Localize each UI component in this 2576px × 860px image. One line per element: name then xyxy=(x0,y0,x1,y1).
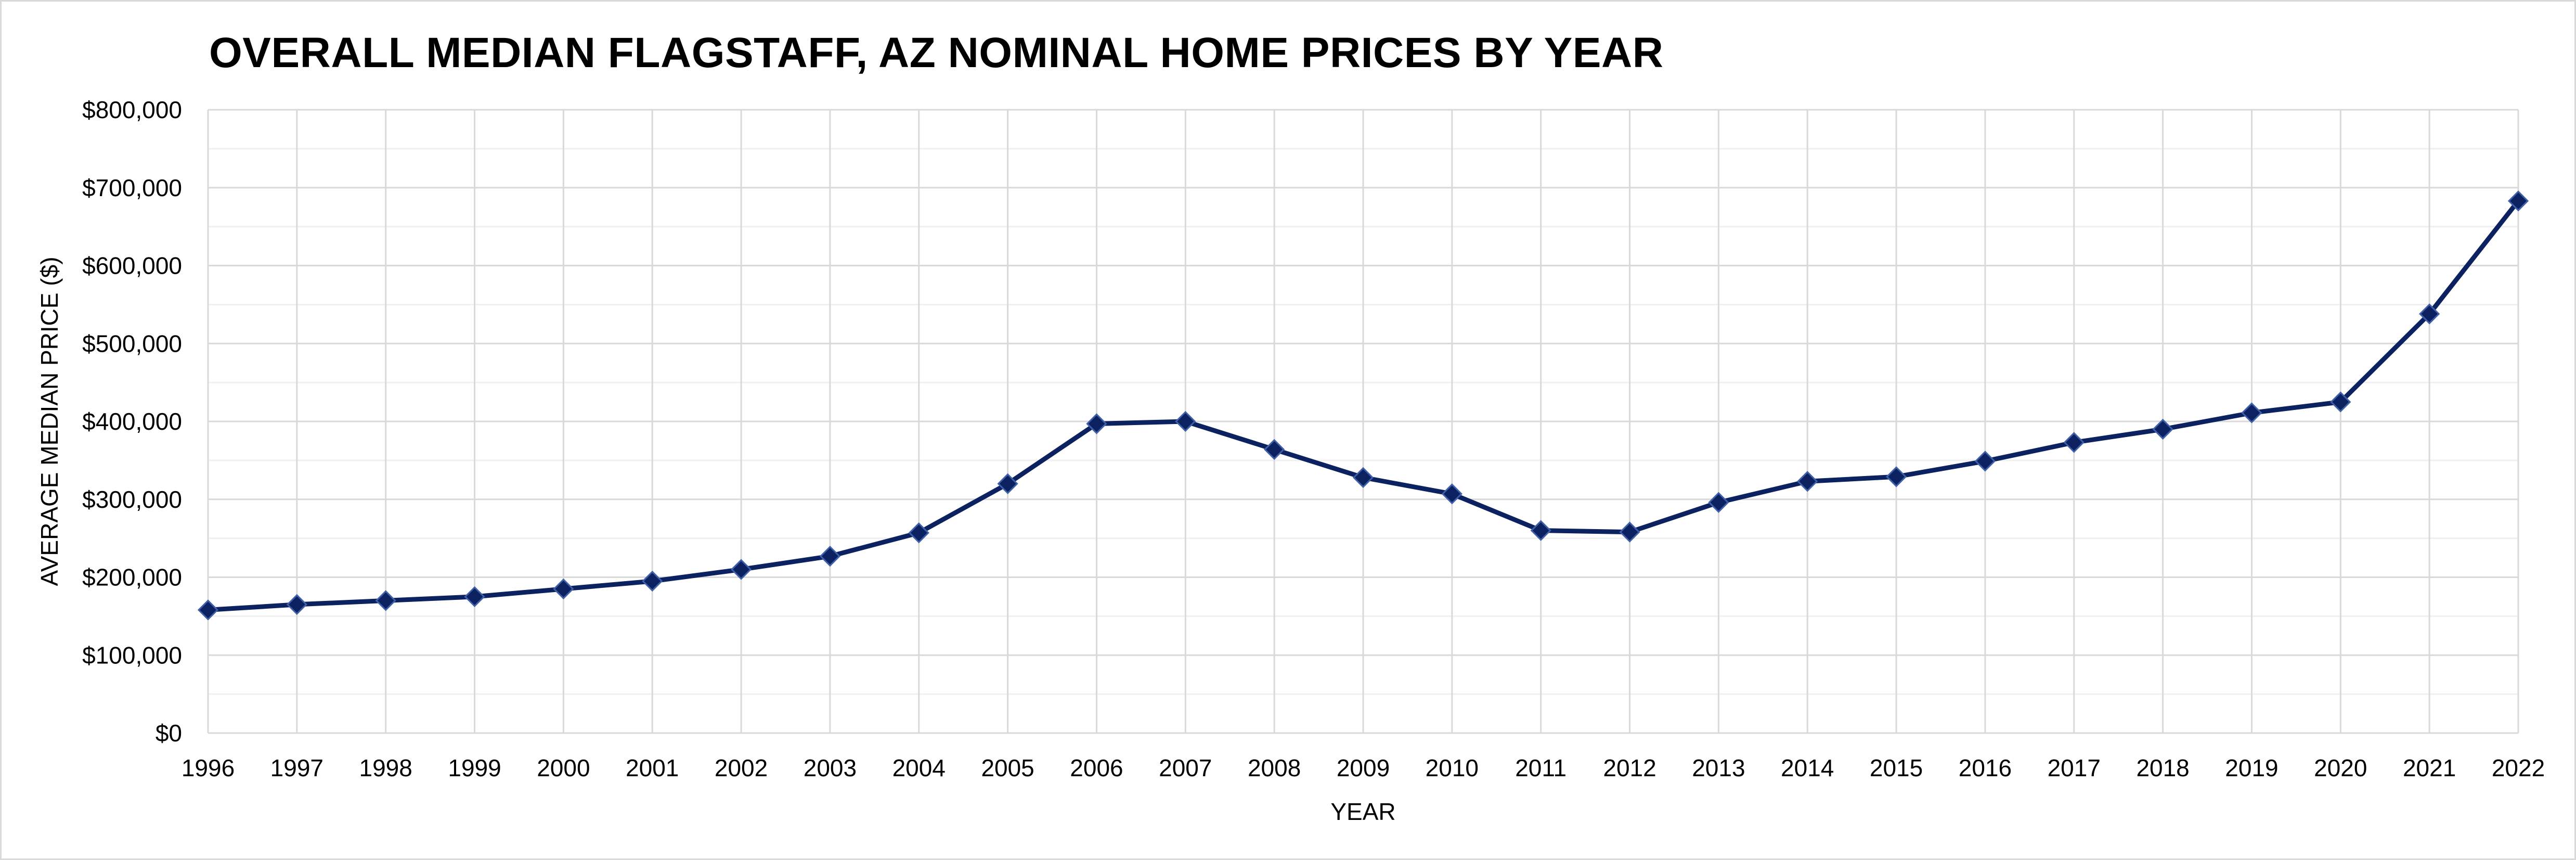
x-tick-label: 2021 xyxy=(2403,754,2456,781)
data-point-marker xyxy=(2241,402,2262,423)
x-tick-label: 2013 xyxy=(1692,754,1745,781)
x-tick-label: 1997 xyxy=(270,754,323,781)
x-tick-label: 2000 xyxy=(537,754,590,781)
x-tick-label: 2009 xyxy=(1337,754,1390,781)
data-point-marker xyxy=(2063,432,2085,453)
x-tick-label: 2001 xyxy=(626,754,679,781)
x-tick-label: 2006 xyxy=(1070,754,1123,781)
data-point-marker xyxy=(1175,410,1196,432)
data-point-marker xyxy=(2419,303,2440,325)
data-point-marker xyxy=(2330,391,2351,413)
major-gridlines xyxy=(207,109,2519,734)
y-axis-tick-labels: $0 $100,000 $200,000 $300,000 $400,000 $500,0… xyxy=(82,96,182,747)
y-axis-title: AVERAGE MEDIAN PRICE ($) xyxy=(36,256,63,586)
x-tick-label: 2003 xyxy=(804,754,857,781)
y-tick-label: $100,000 xyxy=(82,641,182,669)
data-point-marker xyxy=(375,590,396,611)
x-tick-label: 2004 xyxy=(892,754,946,781)
data-point-marker xyxy=(1441,483,1462,505)
data-point-marker xyxy=(642,570,663,592)
x-tick-label: 2005 xyxy=(981,754,1034,781)
x-tick-label: 2008 xyxy=(1248,754,1301,781)
y-tick-label: $400,000 xyxy=(82,408,182,435)
x-tick-label: 2018 xyxy=(2136,754,2189,781)
data-point-marker xyxy=(730,559,752,580)
data-point-marker xyxy=(464,586,485,608)
data-point-marker xyxy=(908,522,929,544)
data-point-marker xyxy=(1885,466,1907,487)
x-tick-label: 2020 xyxy=(2314,754,2367,781)
data-point-marker xyxy=(1797,471,1818,492)
x-tick-label: 2016 xyxy=(1959,754,2012,781)
data-point-marker xyxy=(286,594,307,615)
y-tick-label: $300,000 xyxy=(82,486,182,513)
y-tick-label: $0 xyxy=(156,720,182,747)
data-point-marker xyxy=(997,473,1018,494)
x-tick-label: 2011 xyxy=(1515,754,1567,781)
chart-title: OVERALL MEDIAN FLAGSTAFF, AZ NOMINAL HOM… xyxy=(209,29,1664,76)
x-tick-label: 1998 xyxy=(359,754,412,781)
x-tick-label: 2002 xyxy=(715,754,768,781)
data-point-marker xyxy=(1619,521,1640,543)
x-tick-label: 2015 xyxy=(1870,754,1923,781)
data-point-marker xyxy=(1530,520,1551,541)
x-axis-title: YEAR xyxy=(1330,798,1395,825)
series-markers xyxy=(197,190,2529,621)
data-point-marker xyxy=(553,578,574,600)
data-point-marker xyxy=(1974,451,1996,472)
x-tick-label: 2017 xyxy=(2048,754,2101,781)
data-point-marker xyxy=(1086,413,1107,434)
y-tick-label: $700,000 xyxy=(82,174,182,201)
data-point-marker xyxy=(1708,492,1729,513)
x-tick-label: 1999 xyxy=(448,754,501,781)
x-tick-label: 1996 xyxy=(182,754,235,781)
x-axis-tick-labels: 1996 1997 1998 1999 2000 2001 2002 2003 2004 2005… xyxy=(182,754,2545,781)
y-tick-label: $600,000 xyxy=(82,252,182,279)
data-point-marker xyxy=(819,545,841,567)
y-tick-label: $200,000 xyxy=(82,564,182,591)
x-tick-label: 2019 xyxy=(2225,754,2278,781)
x-tick-label: 2007 xyxy=(1159,754,1212,781)
x-tick-label: 2010 xyxy=(1426,754,1479,781)
data-point-marker xyxy=(2507,190,2529,212)
data-point-marker xyxy=(1264,439,1285,460)
data-point-marker xyxy=(2152,418,2173,440)
x-tick-label: 2014 xyxy=(1781,754,1834,781)
x-tick-label: 2012 xyxy=(1603,754,1656,781)
data-point-marker xyxy=(1352,467,1374,488)
y-tick-label: $500,000 xyxy=(82,330,182,357)
x-tick-label: 2022 xyxy=(2492,754,2545,781)
y-tick-label: $800,000 xyxy=(82,96,182,123)
data-point-marker xyxy=(197,599,219,621)
